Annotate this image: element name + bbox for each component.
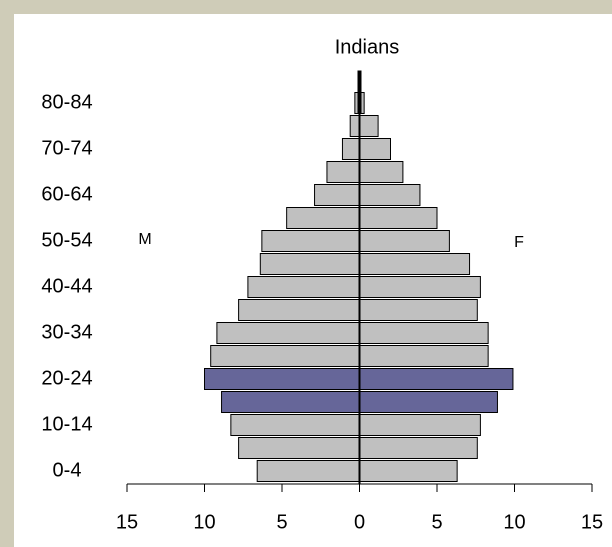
bar: [261, 230, 361, 252]
x-tick-label: 5: [431, 511, 442, 533]
y-tick-label: 70-74: [41, 137, 92, 159]
bar: [204, 368, 360, 390]
bar: [359, 184, 421, 206]
bar: [359, 414, 481, 436]
x-tick-label: 10: [503, 511, 525, 533]
bar: [359, 345, 489, 367]
y-tick-label: 80-84: [41, 91, 92, 113]
bar: [359, 368, 514, 390]
bar: [314, 184, 360, 206]
bar: [238, 299, 361, 321]
series-label: M: [138, 231, 151, 248]
bar: [359, 437, 478, 459]
y-tick-label: 50-54: [41, 229, 92, 251]
y-tick-label: 60-64: [41, 183, 92, 205]
bar: [238, 437, 361, 459]
y-tick-label: 40-44: [41, 275, 92, 297]
bar: [359, 460, 458, 482]
x-tick-label: 10: [193, 511, 215, 533]
bar: [359, 276, 481, 298]
bar: [230, 414, 360, 436]
bar: [359, 115, 379, 137]
bar: [247, 276, 360, 298]
bar: [341, 138, 361, 160]
y-tick-label: 0-4: [53, 459, 82, 481]
bar: [210, 345, 360, 367]
bar: [359, 299, 478, 321]
y-tick-label: 30-34: [41, 321, 92, 343]
bar: [256, 460, 361, 482]
series-label: F: [514, 234, 524, 251]
bar: [216, 322, 360, 344]
x-tick-label: 15: [116, 511, 138, 533]
y-tick-label: 20-24: [41, 367, 92, 389]
bar: [359, 207, 438, 229]
bar: [326, 161, 361, 183]
bar: [359, 230, 450, 252]
bar: [221, 391, 360, 413]
bar: [359, 253, 471, 275]
bar: [359, 322, 489, 344]
x-tick-label: 5: [276, 511, 287, 533]
y-tick-label: 10-14: [41, 413, 92, 435]
x-tick-label: 0: [354, 511, 365, 533]
bar: [349, 115, 361, 137]
bar: [359, 138, 391, 160]
bar: [359, 161, 404, 183]
bar: [259, 253, 360, 275]
bar: [286, 207, 360, 229]
chart-title: Indians: [335, 36, 400, 58]
x-tick-label: 15: [581, 511, 603, 533]
bar: [359, 391, 498, 413]
